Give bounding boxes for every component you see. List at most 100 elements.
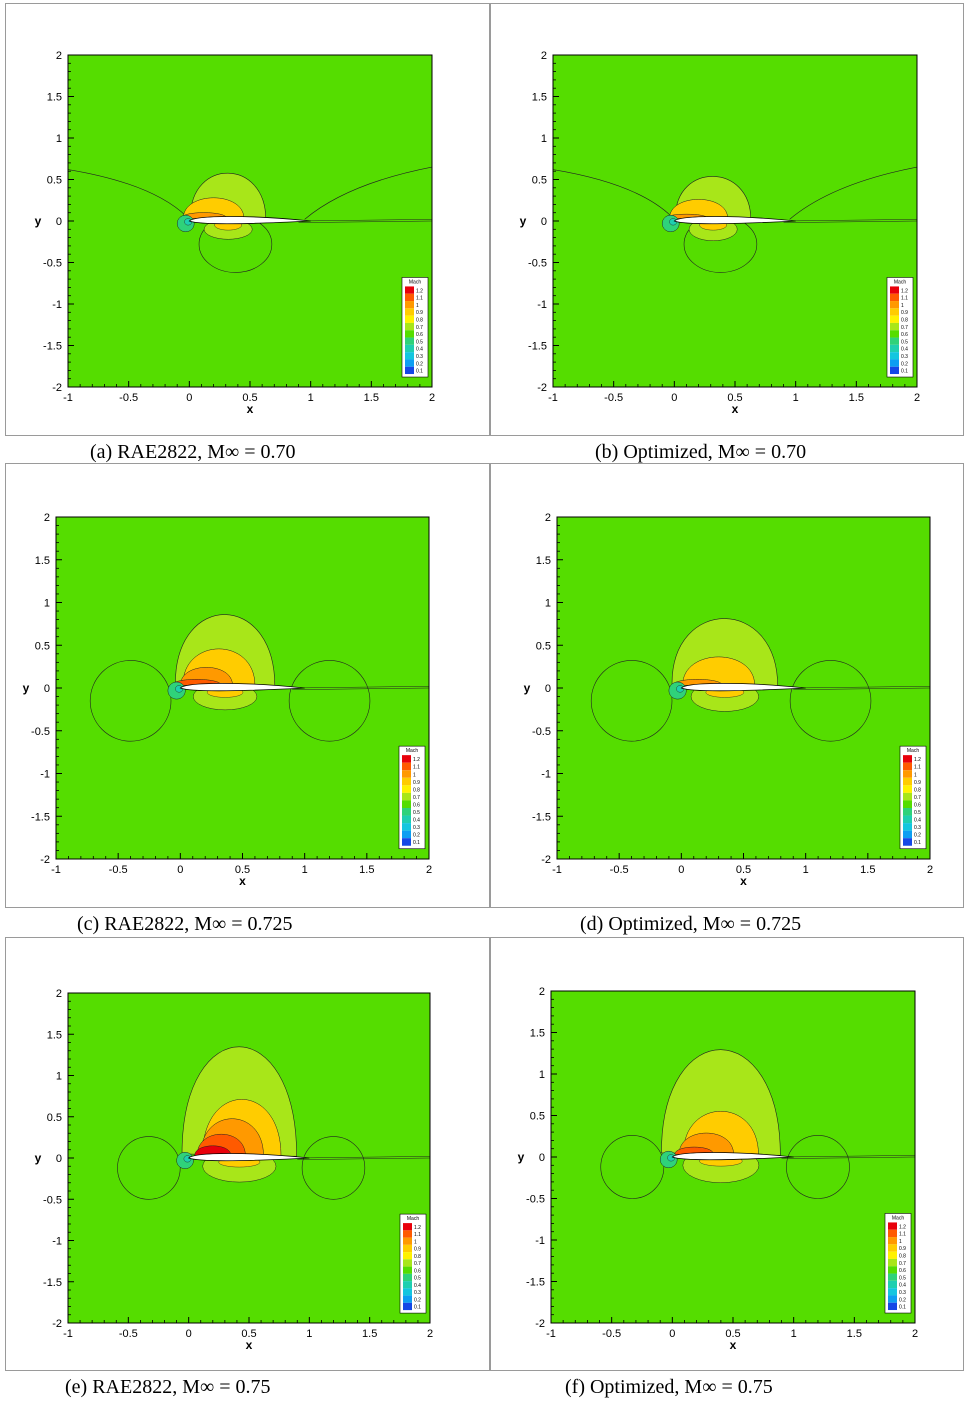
y-tick-label: 1 — [56, 1071, 62, 1083]
legend-swatch — [903, 807, 912, 816]
contour-line — [789, 166, 918, 220]
panel-a-caption: (a) RAE2822, M∞ = 0.70 — [90, 441, 296, 463]
x-tick-label: 1.5 — [849, 392, 864, 404]
legend-swatch — [888, 1251, 897, 1259]
y-tick-label: 1.5 — [536, 555, 551, 567]
y-tick-label: -1.5 — [526, 1277, 545, 1289]
x-tick-label: 0 — [186, 1328, 192, 1340]
x-axis-label: x — [247, 402, 254, 416]
legend-level-label: 1.2 — [901, 288, 908, 294]
x-tick-label: 0.5 — [235, 864, 250, 876]
y-tick-label: -0.5 — [528, 258, 547, 270]
legend-level-label: 0.7 — [899, 1261, 906, 1267]
x-tick-label: 1 — [791, 1328, 797, 1340]
y-tick-label: 0 — [56, 1153, 62, 1165]
x-axis-label: x — [730, 1338, 737, 1352]
panel-e-frame: -1 -0.5 0 0.5 1 1.5 2 2 1.5 1 0.5 0 -0.5 -1 -1.5 -2 x y Ma… — [5, 937, 490, 1371]
legend-swatch — [403, 1281, 412, 1289]
x-tick-label: 0.5 — [727, 392, 742, 404]
legend-swatch — [903, 823, 912, 831]
x-tick-label: 1.5 — [847, 1328, 862, 1340]
legend-level-label: 0.8 — [899, 1253, 906, 1259]
legend-level-label: 1 — [416, 303, 419, 309]
x-tick-label: 1 — [306, 1328, 312, 1340]
y-tick-label: -0.5 — [532, 726, 551, 738]
contour-line — [304, 166, 433, 220]
legend-level-label: 0.6 — [914, 802, 921, 808]
y-tick-label: 1 — [44, 598, 50, 610]
legend-level-label: 0.9 — [901, 310, 908, 316]
x-tick-label: 0 — [671, 392, 677, 404]
wake-line — [793, 686, 931, 690]
x-tick-label: 2 — [429, 392, 435, 404]
legend-swatch — [888, 1302, 897, 1311]
legend-level-label: 0.4 — [414, 1283, 421, 1289]
panel-b-frame: -1 -0.5 0 0.5 1 1.5 2 2 1.5 1 0.5 0 -0.5 -1 -1.5 -2 x y Ma… — [490, 3, 964, 436]
y-tick-label: 0.5 — [35, 640, 50, 652]
wake-line — [292, 686, 430, 690]
legend-level-label: 0.4 — [899, 1283, 906, 1289]
y-tick-label: -2 — [537, 382, 547, 394]
legend-level-label: 1.1 — [414, 1232, 421, 1238]
contour-line — [786, 1135, 850, 1199]
legend-level-label: 1.2 — [414, 1225, 421, 1231]
legend-level-label: 1 — [414, 1239, 417, 1245]
panel-f-caption: (f) Optimized, M∞ = 0.75 — [565, 1376, 773, 1398]
panel-e-caption: (e) RAE2822, M∞ = 0.75 — [65, 1376, 271, 1398]
y-tick-label: 2 — [539, 986, 545, 998]
contour-line — [89, 660, 172, 742]
legend-swatch — [403, 1230, 412, 1238]
y-tick-label: 1.5 — [532, 92, 547, 104]
legend-swatch — [888, 1237, 897, 1245]
x-tick-label: -1 — [63, 392, 73, 404]
legend-level-label: 0.5 — [914, 810, 921, 816]
wake-line — [781, 1155, 916, 1159]
legend-level-label: 0.2 — [899, 1297, 906, 1303]
x-axis-label: x — [246, 1338, 253, 1352]
legend-swatch — [903, 777, 912, 786]
y-tick-label: 0.5 — [47, 1112, 62, 1124]
wake-line — [298, 219, 433, 223]
legend-level-label: 1.2 — [416, 288, 423, 294]
x-tick-label: -0.5 — [109, 864, 128, 876]
legend-level-label: 0.3 — [899, 1290, 906, 1296]
x-axis-label: x — [740, 874, 747, 888]
x-tick-label: 0 — [186, 392, 192, 404]
legend-swatch — [890, 315, 899, 323]
y-tick-label: 0 — [44, 683, 50, 695]
legend-level-label: 0.7 — [416, 325, 423, 331]
x-tick-label: -1 — [546, 1328, 556, 1340]
x-tick-label: 1.5 — [362, 1328, 377, 1340]
y-tick-label: 2 — [56, 988, 62, 1000]
legend-swatch — [403, 1244, 412, 1253]
y-tick-label: 0 — [539, 1152, 545, 1164]
legend-level-label: 0.9 — [413, 780, 420, 786]
legend-swatch — [402, 800, 411, 808]
legend-level-label: 0.7 — [413, 795, 420, 801]
legend-level-label: 0.6 — [901, 332, 908, 338]
y-tick-label: -0.5 — [31, 726, 50, 738]
legend-level-label: 0.6 — [416, 332, 423, 338]
legend-level-label: 0.1 — [416, 369, 423, 375]
contour-line — [117, 1136, 181, 1200]
legend-swatch — [888, 1222, 897, 1230]
legend-level-label: 0.4 — [416, 347, 423, 353]
x-axis-label: x — [239, 874, 246, 888]
panel-f-frame: -1 -0.5 0 0.5 1 1.5 2 2 1.5 1 0.5 0 -0.5 -1 -1.5 -2 x y Ma… — [490, 937, 964, 1371]
legend-level-label: 1 — [899, 1239, 902, 1245]
y-axis-label: y — [23, 681, 30, 695]
y-tick-label: -2 — [535, 1318, 545, 1330]
y-tick-label: -1 — [535, 1235, 545, 1247]
legend-swatch — [405, 359, 414, 367]
x-tick-label: -0.5 — [602, 1328, 621, 1340]
legend-swatch — [405, 344, 414, 353]
legend-level-label: 0.7 — [414, 1261, 421, 1267]
legend-level-label: 0.5 — [414, 1276, 421, 1282]
y-tick-label: -1.5 — [43, 1277, 62, 1289]
legend-level-label: 0.4 — [914, 818, 921, 824]
legend-level-label: 0.8 — [413, 787, 420, 793]
legend-swatch — [402, 830, 411, 839]
legend-swatch — [890, 344, 899, 353]
airfoil — [188, 216, 311, 225]
